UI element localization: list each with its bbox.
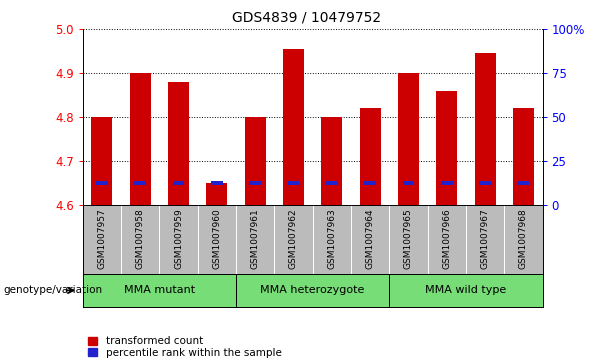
Bar: [479, 182, 491, 185]
Bar: [389, 274, 543, 307]
Bar: [364, 182, 376, 185]
Text: genotype/variation: genotype/variation: [3, 285, 102, 295]
Bar: [134, 182, 146, 185]
Bar: [245, 117, 265, 205]
Text: GSM1007958: GSM1007958: [135, 208, 145, 269]
Text: GSM1007963: GSM1007963: [327, 208, 337, 269]
Bar: [283, 49, 304, 205]
Bar: [321, 117, 342, 205]
Bar: [168, 82, 189, 205]
Text: MMA wild type: MMA wild type: [425, 285, 506, 295]
Text: GSM1007959: GSM1007959: [174, 208, 183, 269]
Bar: [130, 73, 151, 205]
Text: MMA mutant: MMA mutant: [124, 285, 195, 295]
Bar: [96, 182, 108, 185]
Text: GSM1007960: GSM1007960: [212, 208, 221, 269]
Bar: [83, 274, 236, 307]
Bar: [326, 182, 338, 185]
Bar: [287, 182, 299, 185]
Bar: [474, 53, 495, 205]
Legend: transformed count, percentile rank within the sample: transformed count, percentile rank withi…: [88, 336, 281, 358]
Bar: [360, 108, 381, 205]
Bar: [513, 108, 534, 205]
Text: GSM1007965: GSM1007965: [404, 208, 413, 269]
Bar: [173, 182, 185, 185]
Bar: [398, 73, 419, 205]
Bar: [91, 117, 112, 205]
Bar: [211, 182, 223, 185]
Bar: [441, 182, 452, 185]
Text: GDS4839 / 10479752: GDS4839 / 10479752: [232, 11, 381, 25]
Bar: [236, 274, 389, 307]
Text: GSM1007962: GSM1007962: [289, 208, 298, 269]
Text: GSM1007961: GSM1007961: [251, 208, 260, 269]
Text: MMA heterozygote: MMA heterozygote: [261, 285, 365, 295]
Bar: [403, 182, 414, 185]
Text: GSM1007964: GSM1007964: [365, 208, 375, 269]
Text: GSM1007967: GSM1007967: [481, 208, 490, 269]
Bar: [436, 91, 457, 205]
Text: GSM1007957: GSM1007957: [97, 208, 107, 269]
Bar: [207, 183, 227, 205]
Text: GSM1007968: GSM1007968: [519, 208, 528, 269]
Bar: [517, 182, 529, 185]
Text: GSM1007966: GSM1007966: [442, 208, 451, 269]
Bar: [249, 182, 261, 185]
